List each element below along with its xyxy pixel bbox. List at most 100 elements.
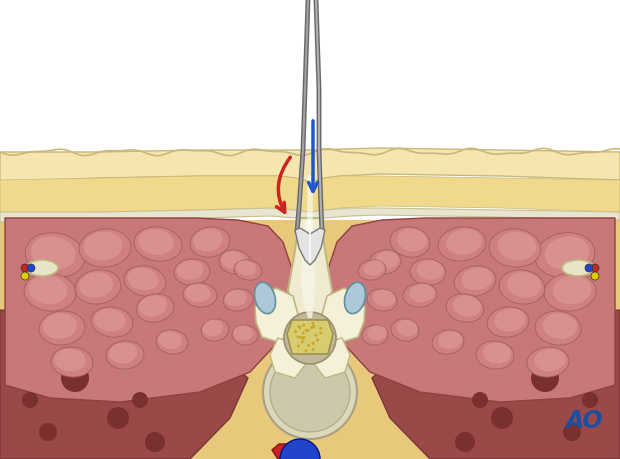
- Ellipse shape: [25, 233, 85, 277]
- Circle shape: [296, 336, 299, 338]
- Ellipse shape: [39, 311, 85, 345]
- Polygon shape: [0, 208, 620, 222]
- Ellipse shape: [177, 260, 203, 280]
- Ellipse shape: [203, 319, 223, 336]
- Ellipse shape: [527, 347, 569, 377]
- Ellipse shape: [410, 259, 446, 285]
- Circle shape: [531, 364, 559, 392]
- Circle shape: [307, 344, 310, 347]
- Ellipse shape: [232, 325, 258, 345]
- Ellipse shape: [367, 289, 397, 311]
- Polygon shape: [288, 218, 332, 328]
- Ellipse shape: [233, 325, 253, 341]
- Circle shape: [107, 407, 129, 429]
- Polygon shape: [272, 444, 305, 459]
- Circle shape: [312, 348, 314, 351]
- Ellipse shape: [535, 233, 595, 277]
- Ellipse shape: [345, 282, 366, 313]
- Ellipse shape: [55, 349, 86, 371]
- Ellipse shape: [24, 273, 76, 311]
- Ellipse shape: [499, 270, 545, 304]
- Ellipse shape: [535, 311, 581, 345]
- Ellipse shape: [94, 308, 126, 331]
- Circle shape: [61, 364, 89, 392]
- Ellipse shape: [432, 330, 464, 354]
- Ellipse shape: [51, 347, 93, 377]
- Circle shape: [303, 336, 306, 339]
- Circle shape: [27, 264, 35, 272]
- Ellipse shape: [483, 342, 512, 364]
- Ellipse shape: [183, 283, 217, 307]
- Ellipse shape: [223, 289, 253, 311]
- Circle shape: [298, 325, 301, 328]
- Ellipse shape: [134, 227, 182, 261]
- Circle shape: [472, 392, 488, 408]
- Ellipse shape: [221, 251, 245, 269]
- Circle shape: [301, 341, 304, 343]
- Polygon shape: [301, 220, 315, 318]
- Ellipse shape: [476, 341, 514, 369]
- Circle shape: [299, 336, 302, 339]
- Ellipse shape: [29, 276, 68, 304]
- Circle shape: [297, 345, 300, 347]
- Circle shape: [455, 432, 475, 452]
- Circle shape: [294, 330, 297, 333]
- Ellipse shape: [106, 341, 144, 369]
- Ellipse shape: [454, 266, 496, 296]
- Ellipse shape: [487, 307, 529, 337]
- Ellipse shape: [138, 229, 174, 255]
- Ellipse shape: [489, 229, 541, 267]
- Text: AO: AO: [566, 409, 604, 433]
- Circle shape: [263, 345, 357, 439]
- Circle shape: [270, 352, 350, 432]
- Ellipse shape: [453, 296, 481, 317]
- Ellipse shape: [397, 229, 427, 252]
- Ellipse shape: [552, 276, 591, 304]
- Polygon shape: [0, 310, 248, 459]
- Circle shape: [306, 329, 309, 332]
- Circle shape: [311, 322, 314, 325]
- Ellipse shape: [534, 349, 565, 371]
- Ellipse shape: [158, 331, 182, 349]
- Ellipse shape: [26, 260, 58, 276]
- Ellipse shape: [461, 268, 493, 291]
- Ellipse shape: [79, 272, 113, 298]
- Ellipse shape: [507, 272, 541, 298]
- Ellipse shape: [108, 342, 137, 364]
- Ellipse shape: [358, 260, 386, 280]
- Circle shape: [312, 325, 315, 328]
- Circle shape: [591, 272, 599, 280]
- Ellipse shape: [403, 283, 437, 307]
- Circle shape: [301, 337, 304, 340]
- Ellipse shape: [225, 290, 247, 306]
- Ellipse shape: [156, 330, 188, 354]
- Ellipse shape: [174, 259, 210, 285]
- Circle shape: [319, 327, 322, 330]
- Circle shape: [304, 349, 308, 352]
- Ellipse shape: [409, 284, 435, 302]
- Ellipse shape: [438, 331, 462, 349]
- Ellipse shape: [544, 236, 590, 270]
- Polygon shape: [295, 228, 325, 265]
- Ellipse shape: [497, 232, 536, 260]
- Ellipse shape: [79, 229, 131, 267]
- Ellipse shape: [139, 296, 167, 317]
- Ellipse shape: [446, 294, 484, 322]
- Circle shape: [22, 392, 38, 408]
- Circle shape: [314, 334, 317, 337]
- Circle shape: [280, 439, 320, 459]
- Ellipse shape: [391, 319, 419, 341]
- Circle shape: [21, 272, 29, 280]
- Polygon shape: [0, 0, 620, 175]
- Circle shape: [310, 326, 313, 329]
- Polygon shape: [270, 338, 305, 378]
- Ellipse shape: [30, 236, 76, 270]
- Ellipse shape: [84, 232, 123, 260]
- Ellipse shape: [190, 227, 230, 257]
- Ellipse shape: [234, 260, 262, 280]
- Ellipse shape: [369, 250, 401, 274]
- Ellipse shape: [127, 268, 159, 291]
- Ellipse shape: [193, 229, 223, 252]
- Circle shape: [305, 329, 308, 332]
- Ellipse shape: [254, 282, 275, 313]
